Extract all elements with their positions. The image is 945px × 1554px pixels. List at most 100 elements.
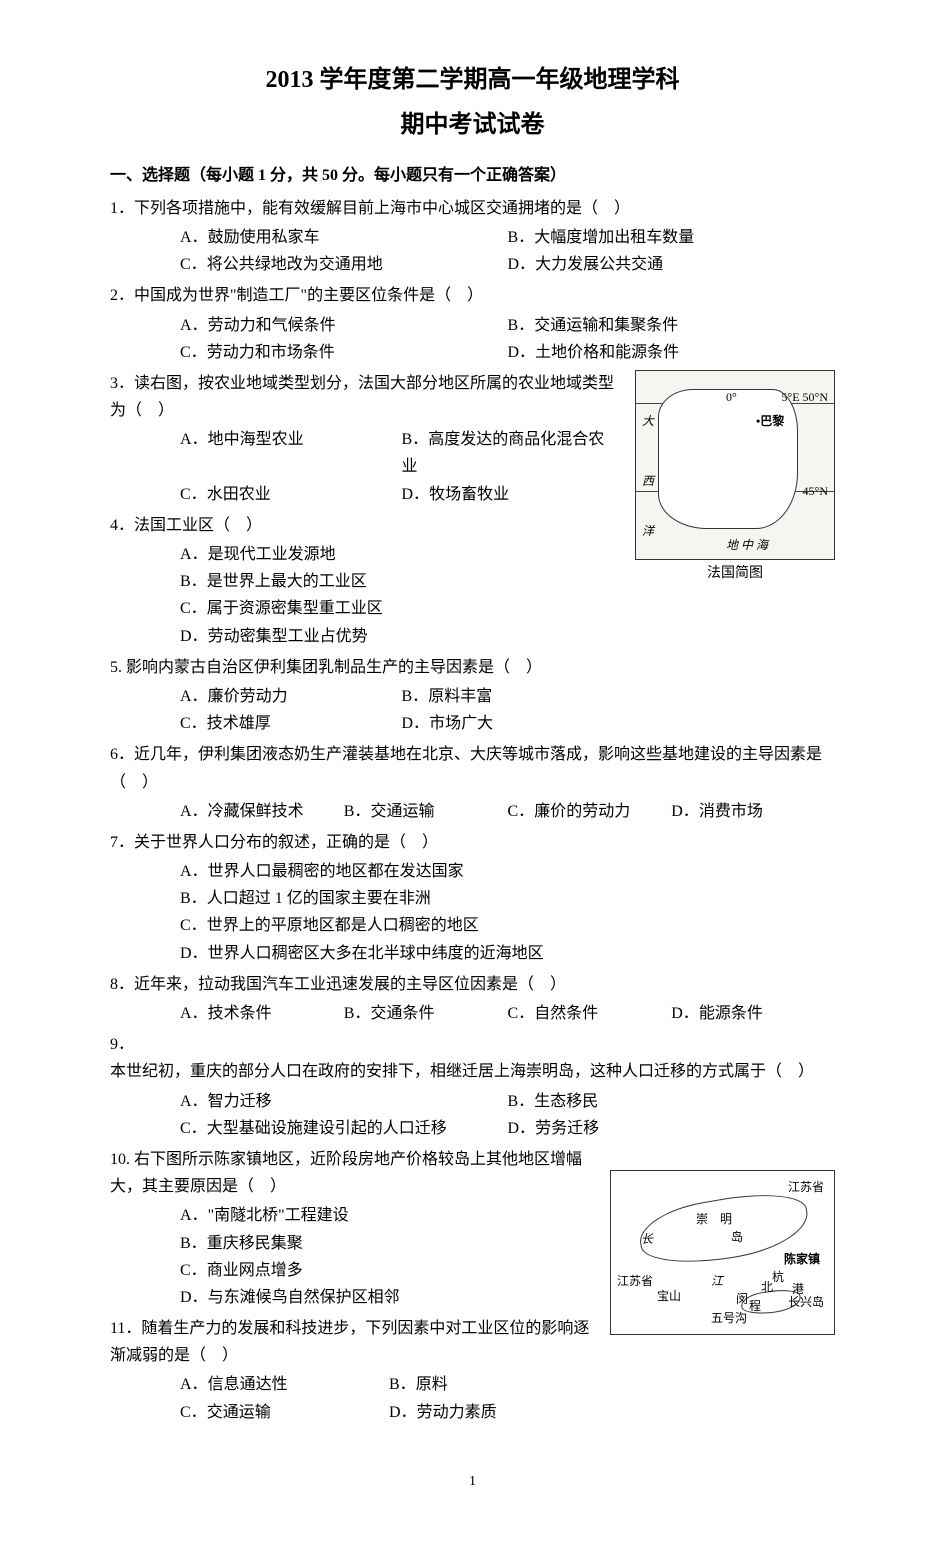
map-label: 0° <box>726 387 737 407</box>
q-text: 读右图，按农业地域类型划分，法国大部分地区所属的农业地域类型为（ ） <box>110 375 614 419</box>
option: B．交通条件 <box>344 1000 508 1027</box>
france-outline <box>658 389 798 529</box>
q-num: 10. <box>110 1151 134 1168</box>
q-num: 8． <box>110 976 134 993</box>
option: B．生态移民 <box>508 1088 836 1115</box>
map-label: 长 <box>641 1229 653 1249</box>
q-text: 右下图所示陈家镇地区，近阶段房地产价格较岛上其他地区增幅大，其主要原因是（ ） <box>110 1151 582 1195</box>
q-num: 4． <box>110 517 134 534</box>
option: D．大力发展公共交通 <box>508 251 836 278</box>
q-num: 11． <box>110 1320 141 1337</box>
q-text: 近年来，拉动我国汽车工业迅速发展的主导区位因素是（ ） <box>134 976 566 993</box>
option: C．大型基础设施建设引起的人口迁移 <box>180 1115 508 1142</box>
q-text: 影响内蒙古自治区伊利集团乳制品生产的主导因素是（ ） <box>126 659 542 676</box>
option: B．原料丰富 <box>402 683 624 710</box>
option: D．劳动力素质 <box>389 1399 598 1426</box>
option: C．廉价的劳动力 <box>508 798 672 825</box>
page-number: 1 <box>110 1470 835 1494</box>
option: B．交通运输和集聚条件 <box>508 312 836 339</box>
q-num: 2． <box>110 287 134 304</box>
question-8: 8．近年来，拉动我国汽车工业迅速发展的主导区位因素是（ ） A．技术条件 B．交… <box>110 971 835 1027</box>
question-11: 11．随着生产力的发展和科技进步，下列因素中对工业区位的影响逐渐减弱的是（ ） … <box>110 1315 598 1426</box>
q-num: 7． <box>110 834 134 851</box>
q-text: 法国工业区（ ） <box>134 517 262 534</box>
option: B．原料 <box>389 1371 598 1398</box>
map-label: 闵 <box>736 1289 748 1309</box>
option: D．世界人口稠密区大多在北半球中纬度的近海地区 <box>180 940 835 967</box>
option: C．水田农业 <box>180 481 402 508</box>
option: D．能源条件 <box>671 1000 835 1027</box>
map-label: 大 <box>642 411 654 431</box>
option: D．土地价格和能源条件 <box>508 339 836 366</box>
question-9: 9． 本世纪初，重庆的部分人口在政府的安排下，相继迁居上海崇明岛，这种人口迁移的方… <box>110 1031 835 1142</box>
option: B．交通运输 <box>344 798 508 825</box>
map-label: 洋 <box>642 521 654 541</box>
option: D．市场广大 <box>402 710 624 737</box>
map-label: 5°E 50°N <box>781 387 828 407</box>
option: C．自然条件 <box>508 1000 672 1027</box>
map-label: 45°N <box>803 481 828 501</box>
question-7: 7．关于世界人口分布的叙述，正确的是（ ） A．世界人口最稠密的地区都在发达国家… <box>110 829 835 967</box>
map-label: 程 <box>749 1296 761 1316</box>
question-3: 3．读右图，按农业地域类型划分，法国大部分地区所属的农业地域类型为（ ） A．地… <box>110 370 623 508</box>
map-label: 江 <box>711 1271 723 1291</box>
q-text: 近几年，伊利集团液态奶生产灌装基地在北京、大庆等城市落成，影响这些基地建设的主导… <box>110 746 822 790</box>
map-label-paris: •巴黎 <box>756 411 784 431</box>
q-text: 本世纪初，重庆的部分人口在政府的安排下，相继迁居上海崇明岛，这种人口迁移的方式属… <box>110 1063 814 1080</box>
figure-chongming-map: 江苏省 江苏省 长 江 崇 明 岛 陈家镇 长兴岛 宝山 北 五号沟 杭 程 闵… <box>610 1170 835 1335</box>
map-label: 地 中 海 <box>726 535 768 555</box>
q-text: 下列各项措施中，能有效缓解目前上海市中心城区交通拥堵的是（ ） <box>134 200 630 217</box>
q-num: 1． <box>110 200 134 217</box>
question-10: 10. 右下图所示陈家镇地区，近阶段房地产价格较岛上其他地区增幅大，其主要原因是… <box>110 1146 598 1311</box>
q-num: 3． <box>110 375 134 392</box>
q-text: 关于世界人口分布的叙述，正确的是（ ） <box>134 834 438 851</box>
figure-france-map: 0° 5°E 50°N 45°N •巴黎 大 西 洋 地 中 海 <box>635 370 835 560</box>
option: B．人口超过 1 亿的国家主要在非洲 <box>180 885 835 912</box>
option: D．牧场畜牧业 <box>402 481 624 508</box>
option: C．将公共绿地改为交通用地 <box>180 251 508 278</box>
map-label: 江苏省 <box>617 1271 653 1291</box>
section-header: 一、选择题（每小题 1 分，共 50 分。每小题只有一个正确答案） <box>110 162 835 189</box>
option: A．智力迁移 <box>180 1088 508 1115</box>
map-label-chenjia: 陈家镇 <box>784 1249 820 1269</box>
map-label: 宝山 <box>657 1286 681 1306</box>
option: A．世界人口最稠密的地区都在发达国家 <box>180 858 835 885</box>
option: C．属于资源密集型重工业区 <box>180 595 623 622</box>
question-6: 6．近几年，伊利集团液态奶生产灌装基地在北京、大庆等城市落成，影响这些基地建设的… <box>110 741 835 825</box>
option: A．"南隧北桥"工程建设 <box>180 1202 598 1229</box>
option: A．信息通达性 <box>180 1371 389 1398</box>
map-label: 岛 <box>731 1227 743 1247</box>
option: B．重庆移民集聚 <box>180 1230 598 1257</box>
q-text: 随着生产力的发展和科技进步，下列因素中对工业区位的影响逐渐减弱的是（ ） <box>110 1320 589 1364</box>
page-title-sub: 期中考试试卷 <box>110 105 835 146</box>
option: C．技术雄厚 <box>180 710 402 737</box>
option: B．高度发达的商品化混合农业 <box>402 426 624 480</box>
option: A．地中海型农业 <box>180 426 402 480</box>
map-label: 西 <box>642 471 654 491</box>
question-5: 5. 影响内蒙古自治区伊利集团乳制品生产的主导因素是（ ） A．廉价劳动力 B．… <box>110 654 623 738</box>
option: A．技术条件 <box>180 1000 344 1027</box>
option: A．是现代工业发源地 <box>180 541 623 568</box>
option: C．劳动力和市场条件 <box>180 339 508 366</box>
map-label: 杭 <box>772 1267 784 1287</box>
option: C．交通运输 <box>180 1399 389 1426</box>
q-num: 5. <box>110 659 126 676</box>
map-label: 港 <box>792 1279 804 1299</box>
question-1: 1．下列各项措施中，能有效缓解目前上海市中心城区交通拥堵的是（ ） A．鼓励使用… <box>110 195 835 279</box>
map-label: 五号沟 <box>711 1308 747 1328</box>
q-num: 9． <box>110 1036 134 1053</box>
map-label: 崇 明 <box>696 1209 732 1229</box>
option: C．世界上的平原地区都是人口稠密的地区 <box>180 912 835 939</box>
option: D．消费市场 <box>671 798 835 825</box>
question-2: 2．中国成为世界"制造工厂"的主要区位条件是（ ） A．劳动力和气候条件 B．交… <box>110 282 835 366</box>
figure-caption: 法国简图 <box>635 562 835 586</box>
option: D．劳动密集型工业占优势 <box>180 623 623 650</box>
option: B．是世界上最大的工业区 <box>180 568 623 595</box>
q-num: 6． <box>110 746 134 763</box>
question-4: 4．法国工业区（ ） A．是现代工业发源地 B．是世界上最大的工业区 C．属于资… <box>110 512 623 650</box>
option: D．与东滩候鸟自然保护区相邻 <box>180 1284 598 1311</box>
option: A．劳动力和气候条件 <box>180 312 508 339</box>
option: B．大幅度增加出租车数量 <box>508 224 836 251</box>
page-title-main: 2013 学年度第二学期高一年级地理学科 <box>110 60 835 101</box>
option: A．鼓励使用私家车 <box>180 224 508 251</box>
